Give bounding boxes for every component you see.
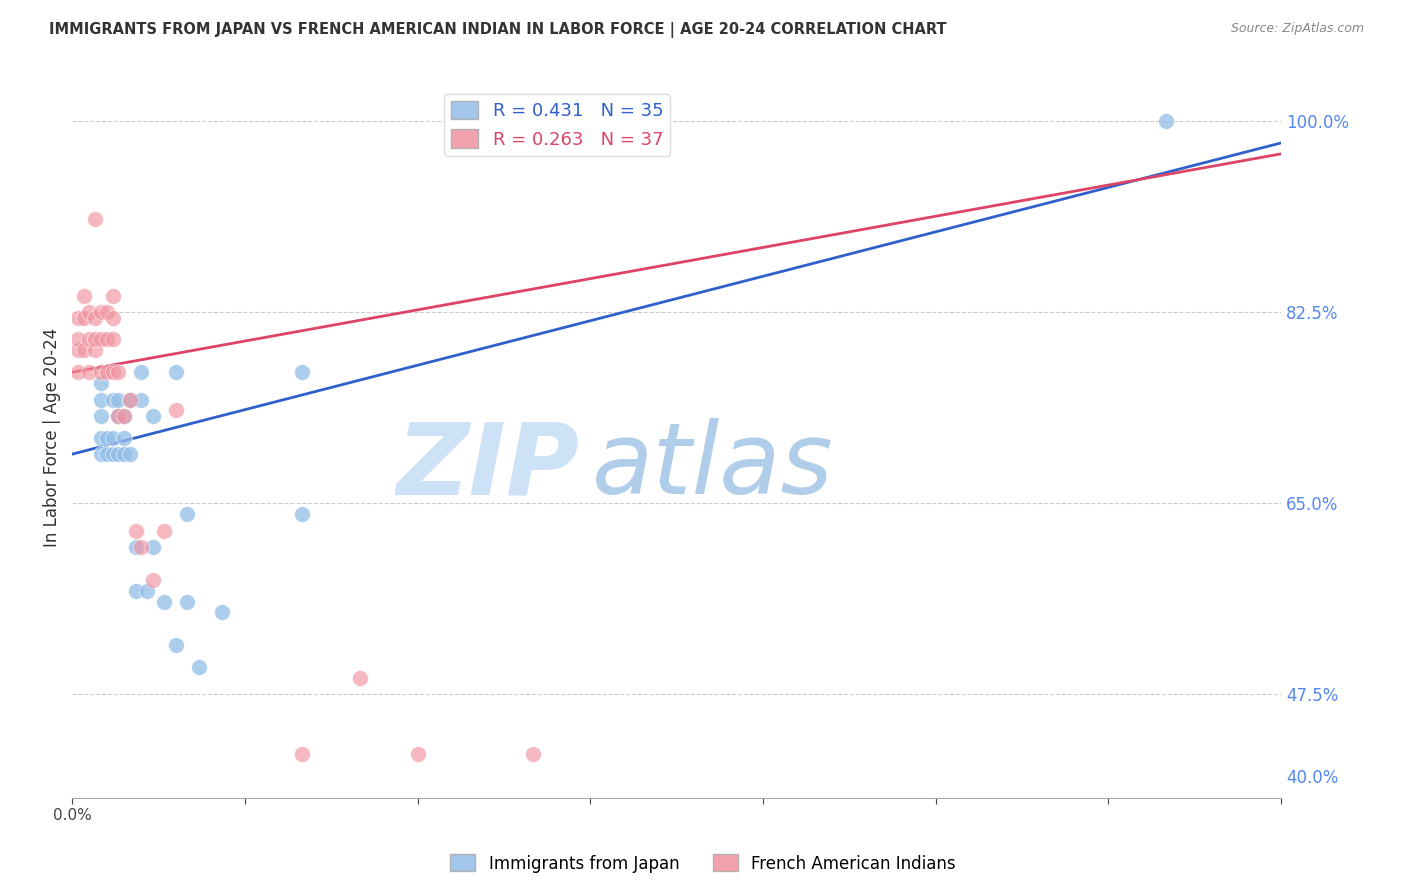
Point [90,431,112,445]
Point [79,365,101,379]
Point [112,409,135,423]
Text: Source: ZipAtlas.com: Source: ZipAtlas.com [1230,22,1364,36]
Point [118,447,141,461]
Point [129,365,152,379]
Point [101,310,124,325]
Point [176,507,198,521]
Point [124,540,146,554]
Point [79,305,101,319]
Legend: R = 0.431   N = 35, R = 0.263   N = 37: R = 0.431 N = 35, R = 0.263 N = 37 [444,94,671,156]
Point [90,305,112,319]
Point [124,524,146,538]
Point [73,343,96,358]
Point [84,310,107,325]
Point [176,594,198,608]
Point [118,392,141,407]
Point [118,392,141,407]
Point [107,392,129,407]
Point [136,583,159,598]
Text: ZIP: ZIP [396,418,579,515]
Point [349,671,371,685]
Point [107,409,129,423]
Point [165,638,187,652]
Point [90,392,112,407]
Point [66,343,89,358]
Point [124,583,146,598]
Point [112,431,135,445]
Point [101,365,124,379]
Point [291,747,314,762]
Point [96,431,118,445]
Point [187,660,209,674]
Point [165,365,187,379]
Point [96,305,118,319]
Point [101,431,124,445]
Point [112,409,135,423]
Point [84,343,107,358]
Point [66,310,89,325]
Point [142,409,165,423]
Point [129,540,152,554]
Point [101,392,124,407]
Point [107,365,129,379]
Point [96,333,118,347]
Point [142,573,165,587]
Point [107,409,129,423]
Text: atlas: atlas [592,418,834,515]
Point [291,507,314,521]
Point [165,403,187,417]
Legend: Immigrants from Japan, French American Indians: Immigrants from Japan, French American I… [444,847,962,880]
Point [66,365,89,379]
Point [112,447,135,461]
Point [90,333,112,347]
Point [153,594,176,608]
Point [90,409,112,423]
Point [79,333,101,347]
Point [96,365,118,379]
Point [129,392,152,407]
Text: IMMIGRANTS FROM JAPAN VS FRENCH AMERICAN INDIAN IN LABOR FORCE | AGE 20-24 CORRE: IMMIGRANTS FROM JAPAN VS FRENCH AMERICAN… [49,22,946,38]
Point [73,289,96,303]
Point [84,333,107,347]
Point [84,212,107,227]
Point [522,747,544,762]
Point [101,447,124,461]
Point [142,540,165,554]
Point [406,747,429,762]
Point [90,376,112,391]
Point [291,365,314,379]
Point [73,310,96,325]
Point [1154,114,1177,128]
Point [153,524,176,538]
Point [101,289,124,303]
Point [101,333,124,347]
Point [90,447,112,461]
Point [66,333,89,347]
Point [211,606,233,620]
Point [90,365,112,379]
Point [96,447,118,461]
Point [107,447,129,461]
Y-axis label: In Labor Force | Age 20-24: In Labor Force | Age 20-24 [44,328,60,548]
